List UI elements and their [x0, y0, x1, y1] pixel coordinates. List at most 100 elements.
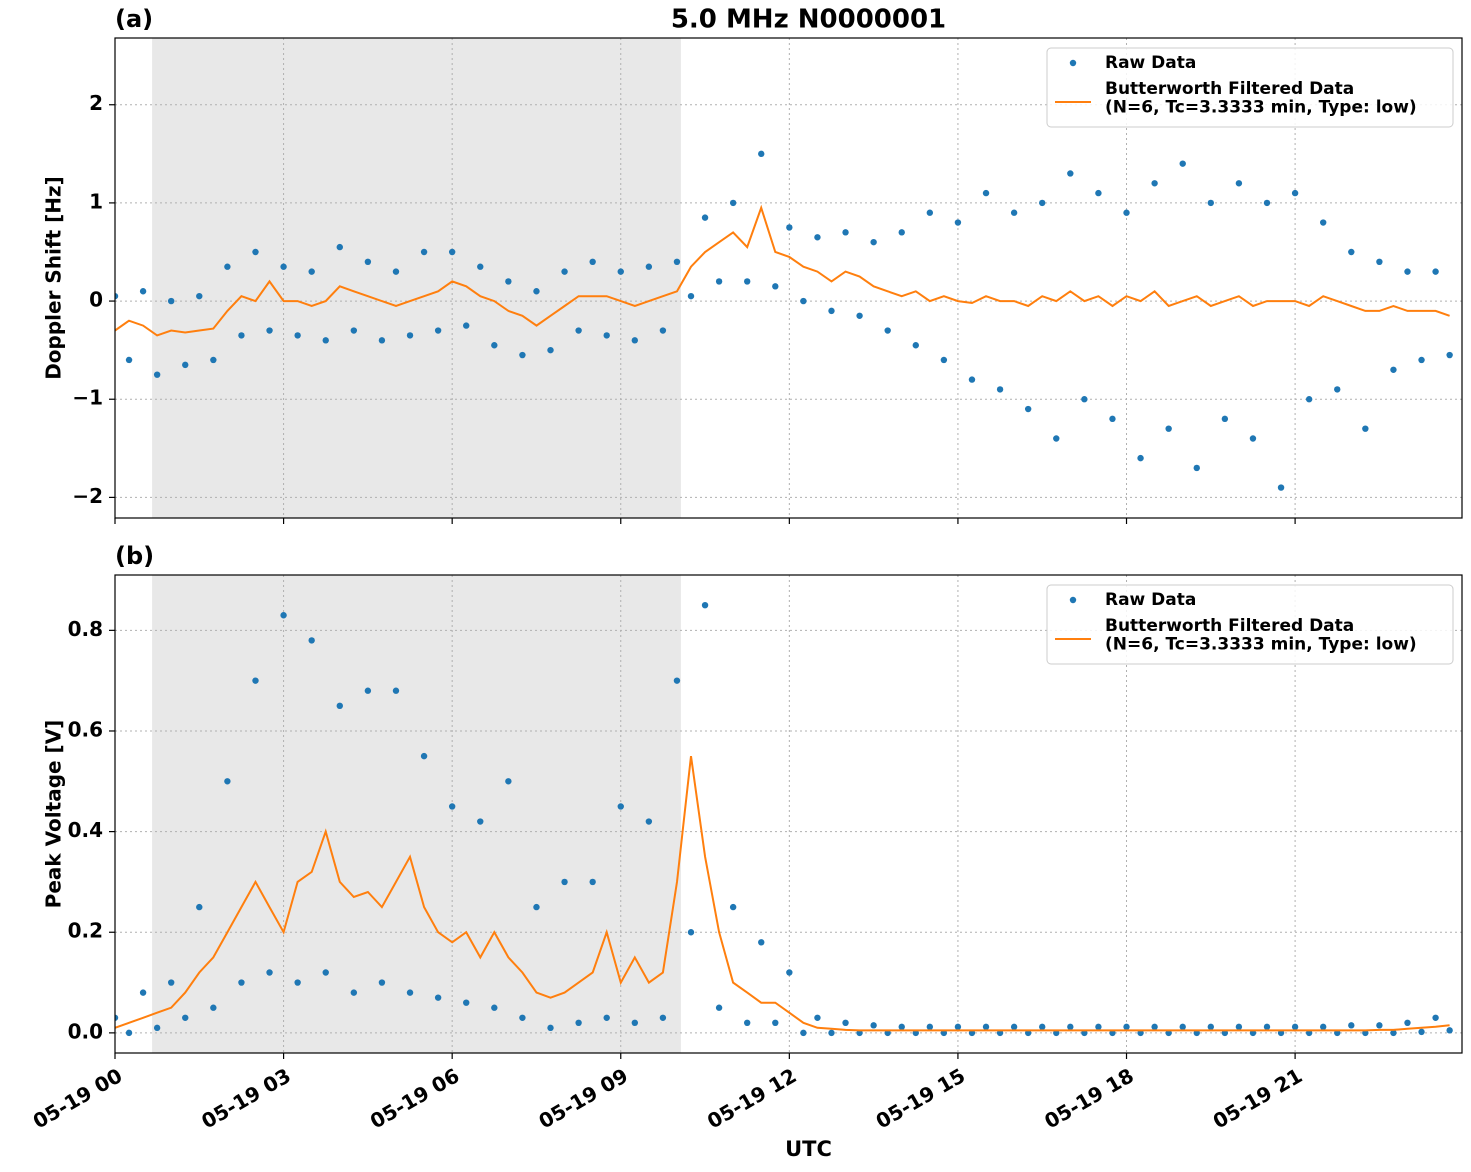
raw-point [167, 979, 175, 986]
raw-point [519, 351, 526, 359]
raw-point [982, 189, 990, 197]
raw-point [1039, 199, 1046, 207]
raw-point [786, 224, 793, 231]
legend-label: Raw Data [1105, 53, 1196, 73]
y-tick-label: 0.2 [68, 919, 103, 943]
raw-point [139, 989, 147, 996]
raw-point [758, 939, 765, 946]
chart-title: 5.0 MHz N0000001 [671, 5, 946, 35]
raw-point [308, 268, 315, 275]
raw-point [1235, 1023, 1243, 1031]
x-tick-label: 05-19 00 [29, 1063, 127, 1133]
raw-point [322, 337, 329, 344]
raw-point [547, 1024, 554, 1032]
x-axis-label: UTC [785, 1137, 832, 1161]
y-tick-label: 0 [89, 288, 103, 312]
raw-point [1039, 1023, 1046, 1031]
raw-point [673, 258, 681, 266]
x-tick-label: 05-19 18 [1040, 1063, 1138, 1133]
raw-point [364, 687, 372, 694]
raw-point [280, 612, 287, 619]
y-tick-label: 0.8 [68, 617, 103, 641]
raw-point [420, 248, 428, 256]
raw-point [1067, 1023, 1074, 1031]
raw-point [1081, 396, 1088, 403]
legend-box [1046, 47, 1454, 128]
raw-point [575, 1019, 582, 1027]
legend-label: Raw Data [1105, 590, 1196, 610]
raw-point [575, 327, 582, 334]
x-tick-label: 05-19 15 [872, 1063, 970, 1133]
raw-point [687, 292, 695, 300]
raw-point [1432, 268, 1439, 275]
panel-label: (a) [115, 5, 153, 33]
raw-point [1179, 160, 1186, 167]
raw-point [603, 332, 610, 339]
panel-label: (b) [115, 542, 154, 570]
raw-point [448, 248, 456, 256]
raw-point [115, 292, 119, 300]
raw-point [631, 337, 639, 344]
raw-point [238, 979, 245, 986]
raw-point [477, 263, 484, 270]
raw-point [125, 1029, 133, 1037]
raw-point [125, 356, 133, 364]
raw-point [1053, 435, 1060, 442]
raw-point [1418, 356, 1425, 364]
raw-point [1291, 1023, 1299, 1031]
raw-point [182, 1014, 189, 1021]
x-tick-label: 05-19 09 [534, 1063, 632, 1133]
raw-point [491, 1004, 498, 1011]
raw-point [406, 332, 414, 339]
raw-point [1249, 435, 1257, 442]
raw-point [153, 1024, 161, 1032]
y-axis-label: Peak Voltage [V] [42, 720, 66, 909]
raw-point [1334, 386, 1341, 393]
raw-point [1151, 1023, 1158, 1031]
raw-point [940, 356, 948, 364]
raw-point [1263, 199, 1271, 207]
raw-point [800, 1029, 807, 1037]
filtered-line [115, 755, 1450, 1032]
raw-point [448, 803, 456, 810]
raw-point [1095, 189, 1102, 197]
raw-point [926, 1023, 934, 1031]
x-tick-label: 05-19 06 [366, 1063, 464, 1133]
raw-point [743, 1019, 751, 1027]
raw-point [1151, 180, 1158, 187]
raw-point [1109, 415, 1116, 423]
raw-point [1291, 189, 1299, 197]
raw-point [786, 969, 793, 976]
raw-point [645, 263, 653, 270]
raw-point [196, 903, 203, 911]
raw-point [308, 637, 315, 644]
raw-point [1179, 1023, 1186, 1031]
x-tick-label: 05-19 21 [1209, 1063, 1307, 1133]
axes-frame [114, 574, 1463, 1054]
y-tick-label: 1 [89, 189, 103, 213]
raw-point [1010, 209, 1018, 216]
raw-point [1432, 1014, 1439, 1021]
raw-point [1446, 1027, 1453, 1034]
raw-point [463, 999, 470, 1006]
raw-point [519, 1014, 526, 1021]
night-shade [152, 575, 681, 1053]
raw-point [1137, 454, 1144, 462]
raw-point [1319, 219, 1327, 226]
raw-point [505, 278, 512, 285]
filtered-line [115, 204, 1450, 337]
raw-point [434, 994, 442, 1001]
raw-point [772, 1019, 779, 1027]
raw-point [1193, 464, 1200, 472]
axes-frame [114, 37, 1463, 519]
raw-point [1348, 1022, 1355, 1029]
raw-point [322, 969, 329, 976]
raw-point [659, 1014, 667, 1021]
raw-point [1263, 1023, 1271, 1031]
raw-point [252, 677, 259, 684]
raw-point [729, 199, 737, 207]
raw-point [1207, 1023, 1215, 1031]
raw-point [898, 229, 905, 236]
raw-point [954, 1023, 962, 1031]
